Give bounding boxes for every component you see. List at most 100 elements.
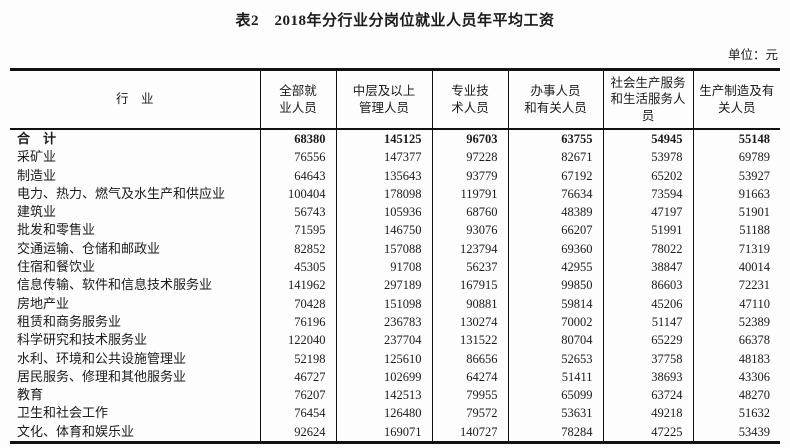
value-cell: 82671 xyxy=(508,148,604,167)
value-cell: 48389 xyxy=(508,203,604,222)
table-row: 交通运输、仓储和邮政业 82852 157088 123794 69360 78… xyxy=(10,239,780,259)
table-row: 科学研究和技术服务业 122040 237704 131522 80704 65… xyxy=(10,331,780,350)
value-cell: 47110 xyxy=(739,296,770,311)
value-cell: 145125 xyxy=(336,129,433,149)
table-row: 信息传输、软件和信息技术服务业 141962 297189 167915 998… xyxy=(10,276,780,295)
value-cell: 76196 xyxy=(260,312,337,332)
value-cell: 59814 xyxy=(508,294,604,313)
value-cell: 49218 xyxy=(603,404,694,423)
value-cell: 125610 xyxy=(336,349,433,368)
value-cell: 102699 xyxy=(336,367,433,387)
col-header-all-employees: 全部就 业人员 xyxy=(260,69,337,130)
industry-name-cell: 租赁和商务服务业 xyxy=(10,312,261,332)
value-cell: 52389 xyxy=(738,314,770,329)
value-cell: 130274 xyxy=(432,312,509,332)
value-cell: 53978 xyxy=(603,148,694,167)
value-cell: 131522 xyxy=(432,331,509,350)
value-cell: 43306 xyxy=(738,369,770,384)
value-cell: 65099 xyxy=(508,386,604,405)
value-cell: 69360 xyxy=(508,239,604,259)
wage-table: 行 业 全部就 业人员 中层及以上 管理人员 专业技 术人员 办事人员 和有关人… xyxy=(10,68,780,445)
value-cell: 63755 xyxy=(508,129,604,149)
header-row: 行 业 全部就 业人员 中层及以上 管理人员 专业技 术人员 办事人员 和有关人… xyxy=(10,69,780,130)
value-cell: 40014 xyxy=(738,260,770,275)
value-cell: 46727 xyxy=(260,367,337,387)
value-cell: 63724 xyxy=(603,386,694,405)
value-cell: 105936 xyxy=(336,203,433,222)
value-cell: 52198 xyxy=(260,349,337,368)
value-cell: 80704 xyxy=(508,331,604,350)
value-cell: 178098 xyxy=(336,184,433,204)
industry-name-cell: 居民服务、修理和其他服务业 xyxy=(10,367,261,387)
value-cell: 52653 xyxy=(508,349,604,368)
industry-name-cell: 卫生和社会工作 xyxy=(10,404,261,423)
value-cell: 93779 xyxy=(432,166,509,185)
value-cell: 93076 xyxy=(432,221,509,240)
value-cell: 51991 xyxy=(603,221,694,240)
value-cell: 91708 xyxy=(336,258,433,277)
value-cell: 167915 xyxy=(432,276,509,295)
value-cell: 92624 xyxy=(260,422,337,443)
value-cell: 147377 xyxy=(336,148,433,167)
industry-name-cell: 科学研究和技术服务业 xyxy=(10,331,261,350)
industry-name-cell: 交通运输、仓储和邮政业 xyxy=(10,239,261,259)
industry-name-cell: 文化、体育和娱乐业 xyxy=(10,422,261,443)
value-cell: 100404 xyxy=(260,184,337,204)
value-cell: 72231 xyxy=(738,278,770,293)
value-cell: 122040 xyxy=(260,331,337,350)
value-cell: 297189 xyxy=(336,276,433,295)
industry-name-cell: 水利、环境和公共设施管理业 xyxy=(10,349,261,368)
col-header-manufacturing-related: 生产制造及有 关人员 xyxy=(693,69,780,130)
value-cell: 151098 xyxy=(336,294,433,313)
value-cell: 69789 xyxy=(738,150,770,165)
value-cell: 96703 xyxy=(432,129,509,149)
value-cell: 157088 xyxy=(336,239,433,259)
page-title: 表2 2018年分行业分岗位就业人员年平均工资 xyxy=(235,13,555,29)
col-header-professional-technical: 专业技 术人员 xyxy=(432,69,509,130)
table-row: 住宿和餐饮业 45305 91708 56237 42955 38847 400… xyxy=(10,258,780,277)
table-row: 合 计 68380 145125 96703 63755 54945 55148 xyxy=(10,129,780,149)
table-row: 批发和零售业 71595 146750 93076 66207 51991 51… xyxy=(10,221,780,240)
value-cell: 78022 xyxy=(603,239,694,259)
table-row: 文化、体育和娱乐业 92624 169071 140727 78284 4722… xyxy=(10,422,780,443)
value-cell: 53631 xyxy=(508,404,604,423)
value-cell: 99850 xyxy=(508,276,604,295)
value-cell: 237704 xyxy=(336,331,433,350)
value-cell: 68760 xyxy=(432,203,509,222)
table-row: 采矿业 76556 147377 97228 82671 53978 69789 xyxy=(10,148,780,167)
col-header-middle-management: 中层及以上 管理人员 xyxy=(336,69,433,130)
value-cell: 47197 xyxy=(603,203,694,222)
col-header-clerical-staff: 办事人员 和有关人员 xyxy=(508,69,604,130)
value-cell: 90881 xyxy=(432,294,509,313)
value-cell: 73594 xyxy=(603,184,694,204)
value-cell: 146750 xyxy=(336,221,433,240)
table-body: 合 计 68380 145125 96703 63755 54945 55148… xyxy=(10,129,780,443)
value-cell: 119791 xyxy=(432,184,509,204)
industry-name-cell: 信息传输、软件和信息技术服务业 xyxy=(10,276,261,295)
value-cell: 71595 xyxy=(260,221,337,240)
value-cell: 135643 xyxy=(336,166,433,185)
table-row: 房地产业 70428 151098 90881 59814 45206 4711… xyxy=(10,294,780,313)
value-cell: 169071 xyxy=(336,422,433,443)
value-cell: 97228 xyxy=(432,148,509,167)
unit-label: 单位：元 xyxy=(727,48,778,62)
value-cell: 38847 xyxy=(603,258,694,277)
value-cell: 66207 xyxy=(508,221,604,240)
industry-name-cell: 制造业 xyxy=(10,166,261,185)
industry-name-cell: 批发和零售业 xyxy=(10,221,261,240)
value-cell: 56237 xyxy=(432,258,509,277)
value-cell: 47225 xyxy=(603,422,694,443)
value-cell: 64643 xyxy=(260,166,337,185)
value-cell: 68380 xyxy=(260,129,337,149)
value-cell: 51632 xyxy=(738,406,770,421)
value-cell: 45206 xyxy=(603,294,694,313)
value-cell: 70428 xyxy=(260,294,337,313)
value-cell: 76556 xyxy=(260,148,337,167)
industry-name-cell: 教育 xyxy=(10,386,261,405)
value-cell: 78284 xyxy=(508,422,604,443)
value-cell: 86603 xyxy=(603,276,694,295)
value-cell: 76207 xyxy=(260,386,337,405)
table-row: 电力、热力、燃气及水生产和供应业 100404 178098 119791 76… xyxy=(10,184,780,204)
value-cell: 53439 xyxy=(738,424,770,439)
